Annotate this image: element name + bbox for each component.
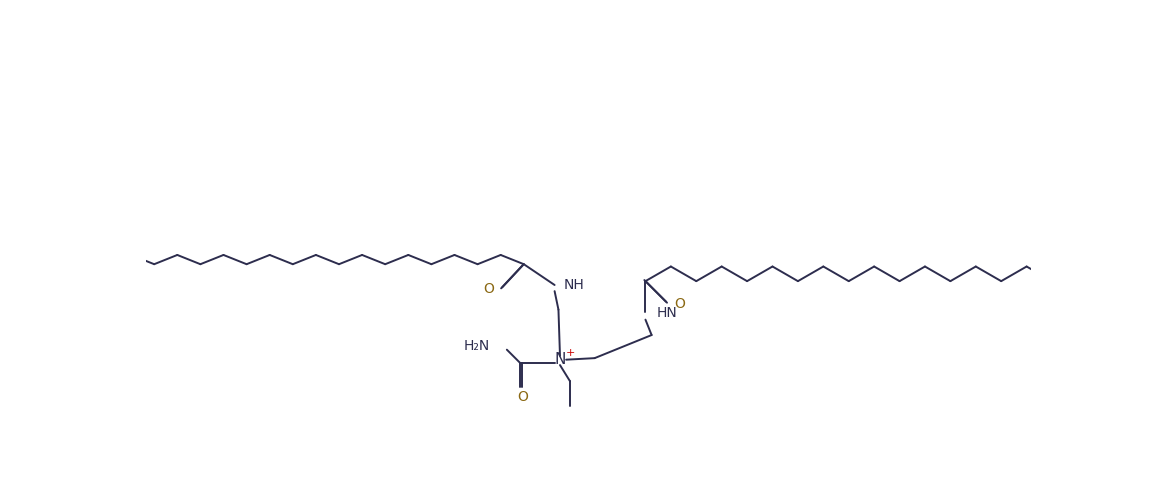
Text: H₂N: H₂N bbox=[464, 339, 489, 353]
Text: O: O bbox=[484, 282, 494, 296]
Text: O: O bbox=[517, 390, 527, 404]
Text: +: + bbox=[565, 348, 574, 358]
Text: O: O bbox=[674, 297, 686, 311]
Text: NH: NH bbox=[564, 278, 585, 292]
Text: HN: HN bbox=[656, 307, 677, 321]
Text: N: N bbox=[554, 352, 565, 367]
